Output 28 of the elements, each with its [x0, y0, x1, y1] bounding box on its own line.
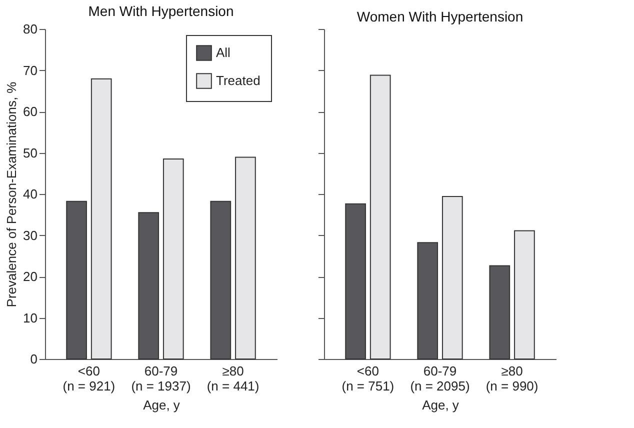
y-tick-label: 0: [30, 352, 38, 366]
x-tick-label: 60-79 (n = 1937): [131, 364, 191, 394]
x-tick-label: <60 (n = 921): [62, 364, 116, 394]
y-axis-title: Prevalence of Person-Examinations, %: [4, 81, 20, 308]
x-tick-label: ≥80 (n = 990): [486, 364, 538, 394]
x-tick-label: 60-79 (n = 2095): [410, 364, 470, 394]
y-tick-label: 30: [23, 228, 38, 243]
bar: [90, 78, 112, 360]
bar: [370, 74, 391, 360]
y-tick-label: 20: [23, 269, 38, 284]
y-tick-label: 10: [23, 310, 38, 326]
x-tick-label: <60 (n = 751): [342, 364, 394, 394]
legend-label: All: [216, 45, 231, 60]
y-tick-label: 80: [23, 22, 38, 36]
bar: [162, 158, 184, 360]
bar: [442, 196, 463, 360]
y-tick-label: 60: [23, 104, 38, 119]
x-axis-title: Age, y: [143, 398, 180, 412]
y-tick-label: 70: [23, 62, 38, 78]
x-axis-title: Age, y: [422, 398, 460, 412]
chart-title: Men With Hypertension: [88, 3, 234, 19]
bar: [235, 156, 256, 360]
chart-title: Women With Hypertension: [356, 8, 524, 24]
x-tick-label: ≥80 (n = 441): [206, 364, 260, 394]
legend-label: Treated: [216, 73, 260, 88]
y-tick-label: 40: [23, 186, 38, 202]
y-tick-label: 50: [23, 145, 38, 160]
bar: [514, 230, 535, 360]
